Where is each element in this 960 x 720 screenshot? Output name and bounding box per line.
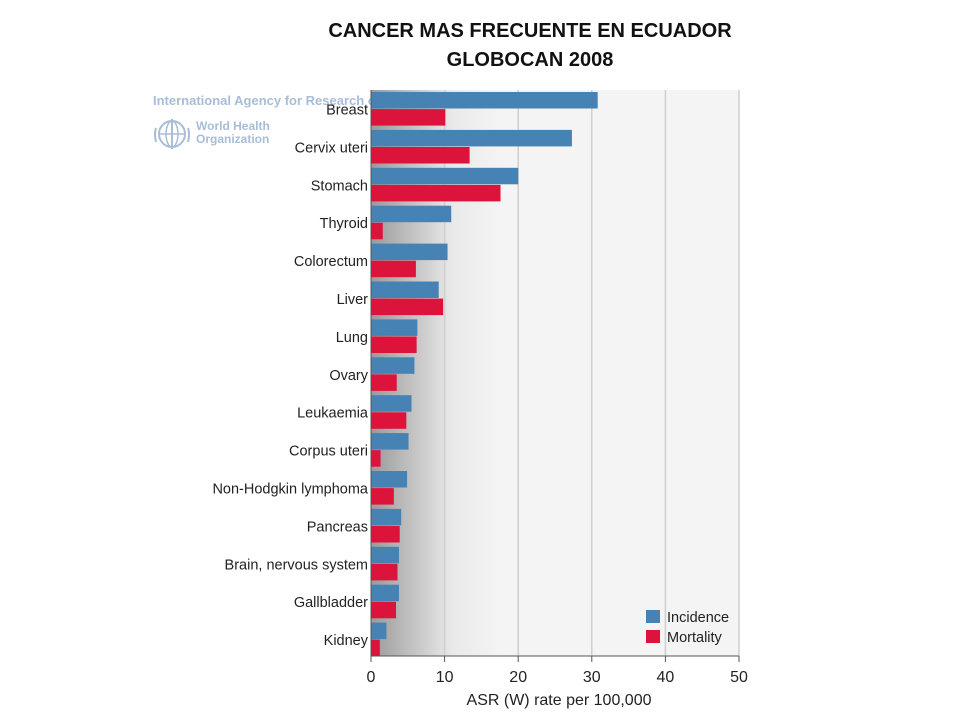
- category-label: Ovary: [329, 368, 368, 384]
- bar-mortality: [371, 601, 397, 619]
- legend-label-mortality: Mortality: [667, 630, 723, 646]
- x-tick-label: 10: [436, 669, 454, 686]
- category-label: Non-Hodgkin lymphoma: [212, 482, 368, 498]
- bar-incidence: [371, 622, 387, 640]
- category-label: Gallbladder: [294, 595, 368, 611]
- x-tick-label: 20: [509, 669, 527, 686]
- category-label: Brain, nervous system: [225, 557, 368, 573]
- category-labels: Breast Cervix uteri Stomach Thyroid Colorect…: [212, 103, 368, 650]
- category-label: Leukaemia: [297, 406, 369, 422]
- legend-label-incidence: Incidence: [667, 610, 729, 626]
- bar-mortality: [371, 260, 416, 278]
- bar-incidence: [371, 243, 448, 261]
- bar-incidence: [371, 584, 399, 602]
- bar-incidence: [371, 92, 598, 109]
- category-label: Liver: [337, 292, 369, 308]
- bar-incidence: [371, 205, 452, 223]
- who-name-line1: World Health: [196, 119, 270, 133]
- category-label: Kidney: [324, 633, 369, 649]
- legend-swatch-mortality: [646, 630, 660, 643]
- x-axis-title: ASR (W) rate per 100,000: [467, 692, 652, 709]
- bar-incidence: [371, 508, 402, 526]
- category-label: Pancreas: [307, 519, 368, 535]
- bar-incidence: [371, 357, 415, 374]
- x-tick-label: 50: [730, 669, 748, 686]
- category-label: Stomach: [311, 178, 368, 194]
- bar-mortality: [371, 222, 383, 240]
- bar-mortality: [371, 526, 400, 543]
- category-label: Cervix uteri: [295, 140, 368, 156]
- bar-mortality: [371, 412, 407, 429]
- x-axis: 0 10 20 30 40 50: [367, 90, 748, 686]
- legend-swatch-incidence: [646, 610, 660, 623]
- bar-mortality: [371, 450, 381, 467]
- category-label: Thyroid: [320, 216, 368, 232]
- bar-mortality: [371, 374, 397, 391]
- category-label: Breast: [326, 103, 368, 119]
- category-label: Lung: [336, 330, 368, 346]
- bar-incidence: [371, 546, 399, 564]
- bar-mortality: [371, 109, 446, 126]
- bar-mortality: [371, 298, 444, 316]
- bar-incidence: [371, 281, 439, 298]
- who-watermark: World Health Organization: [196, 120, 270, 146]
- bar-incidence: [371, 395, 412, 412]
- bar-incidence: [371, 167, 519, 185]
- category-label: Colorectum: [294, 254, 368, 270]
- who-emblem-icon: [154, 119, 190, 149]
- bar-mortality: [371, 336, 417, 353]
- x-tick-label: 0: [367, 669, 376, 686]
- gridlines: [443, 90, 740, 656]
- bar-mortality: [371, 639, 380, 657]
- bar-incidence: [371, 471, 408, 488]
- bar-mortality: [371, 563, 398, 581]
- bar-mortality: [371, 488, 394, 505]
- bar-incidence: [371, 129, 572, 147]
- legend: Incidence Mortality: [646, 610, 729, 646]
- plot-area: [371, 90, 739, 656]
- bar-mortality: [371, 147, 470, 164]
- x-tick-label: 30: [583, 669, 601, 686]
- iarc-watermark: International Agency for Research on: [153, 93, 384, 108]
- bars: [371, 92, 598, 657]
- bar-incidence: [371, 433, 409, 450]
- who-name-line2: Organization: [196, 132, 270, 146]
- chart-subtitle: GLOBOCAN 2008: [446, 49, 614, 71]
- category-label: Corpus uteri: [289, 444, 368, 460]
- bar-mortality: [371, 184, 501, 202]
- bar-incidence: [371, 319, 418, 336]
- chart-title: CANCER MAS FRECUENTE EN ECUADOR: [328, 20, 732, 42]
- x-tick-label: 40: [657, 669, 675, 686]
